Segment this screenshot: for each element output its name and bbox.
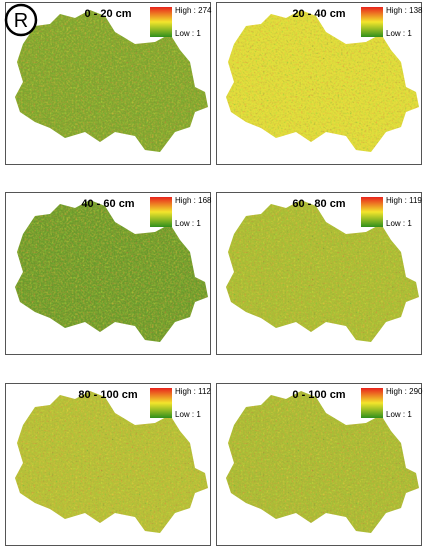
panel-title: 0 - 20 cm (84, 8, 131, 20)
legend-high: High : 112 (175, 387, 211, 396)
legend-high: High : 168 (175, 196, 212, 205)
legend-ramp (150, 388, 172, 418)
region-texture (226, 10, 419, 152)
region-texture (226, 391, 419, 533)
legend-ramp (361, 388, 383, 418)
region-texture (15, 391, 208, 533)
legend-ramp (361, 7, 383, 37)
legend-low: Low : 1 (175, 29, 201, 38)
panel-title: 60 - 80 cm (292, 198, 345, 210)
map-panel: 40 - 60 cm High : 168 Low : 1 (5, 192, 212, 355)
region-texture (15, 200, 208, 342)
map-panel: 0 - 100 cm High : 290 Low : 1 (216, 383, 423, 546)
legend-low: Low : 1 (386, 410, 412, 419)
legend-low: Low : 1 (175, 219, 201, 228)
map-panel: 20 - 40 cm High : 138 Low : 1 (216, 2, 423, 165)
legend-low: Low : 1 (386, 219, 412, 228)
panel-title: 20 - 40 cm (292, 8, 345, 20)
region-texture (15, 10, 208, 152)
legend-high: High : 138 (386, 6, 423, 15)
badge: R (4, 3, 38, 37)
legend-ramp (150, 197, 172, 227)
panel-title: 40 - 60 cm (81, 198, 134, 210)
panel-title: 80 - 100 cm (78, 389, 138, 401)
legend-high: High : 119 (386, 196, 422, 205)
badge-text: R (14, 10, 28, 32)
map-panel: 0 - 20 cm High : 274 Low : 1 (5, 2, 212, 165)
legend-low: Low : 1 (175, 410, 201, 419)
map-panel: 60 - 80 cm High : 119 Low : 1 (216, 192, 422, 355)
legend-ramp (150, 7, 172, 37)
panel-title: 0 - 100 cm (292, 389, 345, 401)
legend-high: High : 274 (175, 6, 212, 15)
map-panel: 80 - 100 cm High : 112 Low : 1 (5, 383, 211, 546)
legend-high: High : 290 (386, 387, 423, 396)
region-texture (226, 200, 419, 342)
legend-low: Low : 1 (386, 29, 412, 38)
legend-ramp (361, 197, 383, 227)
